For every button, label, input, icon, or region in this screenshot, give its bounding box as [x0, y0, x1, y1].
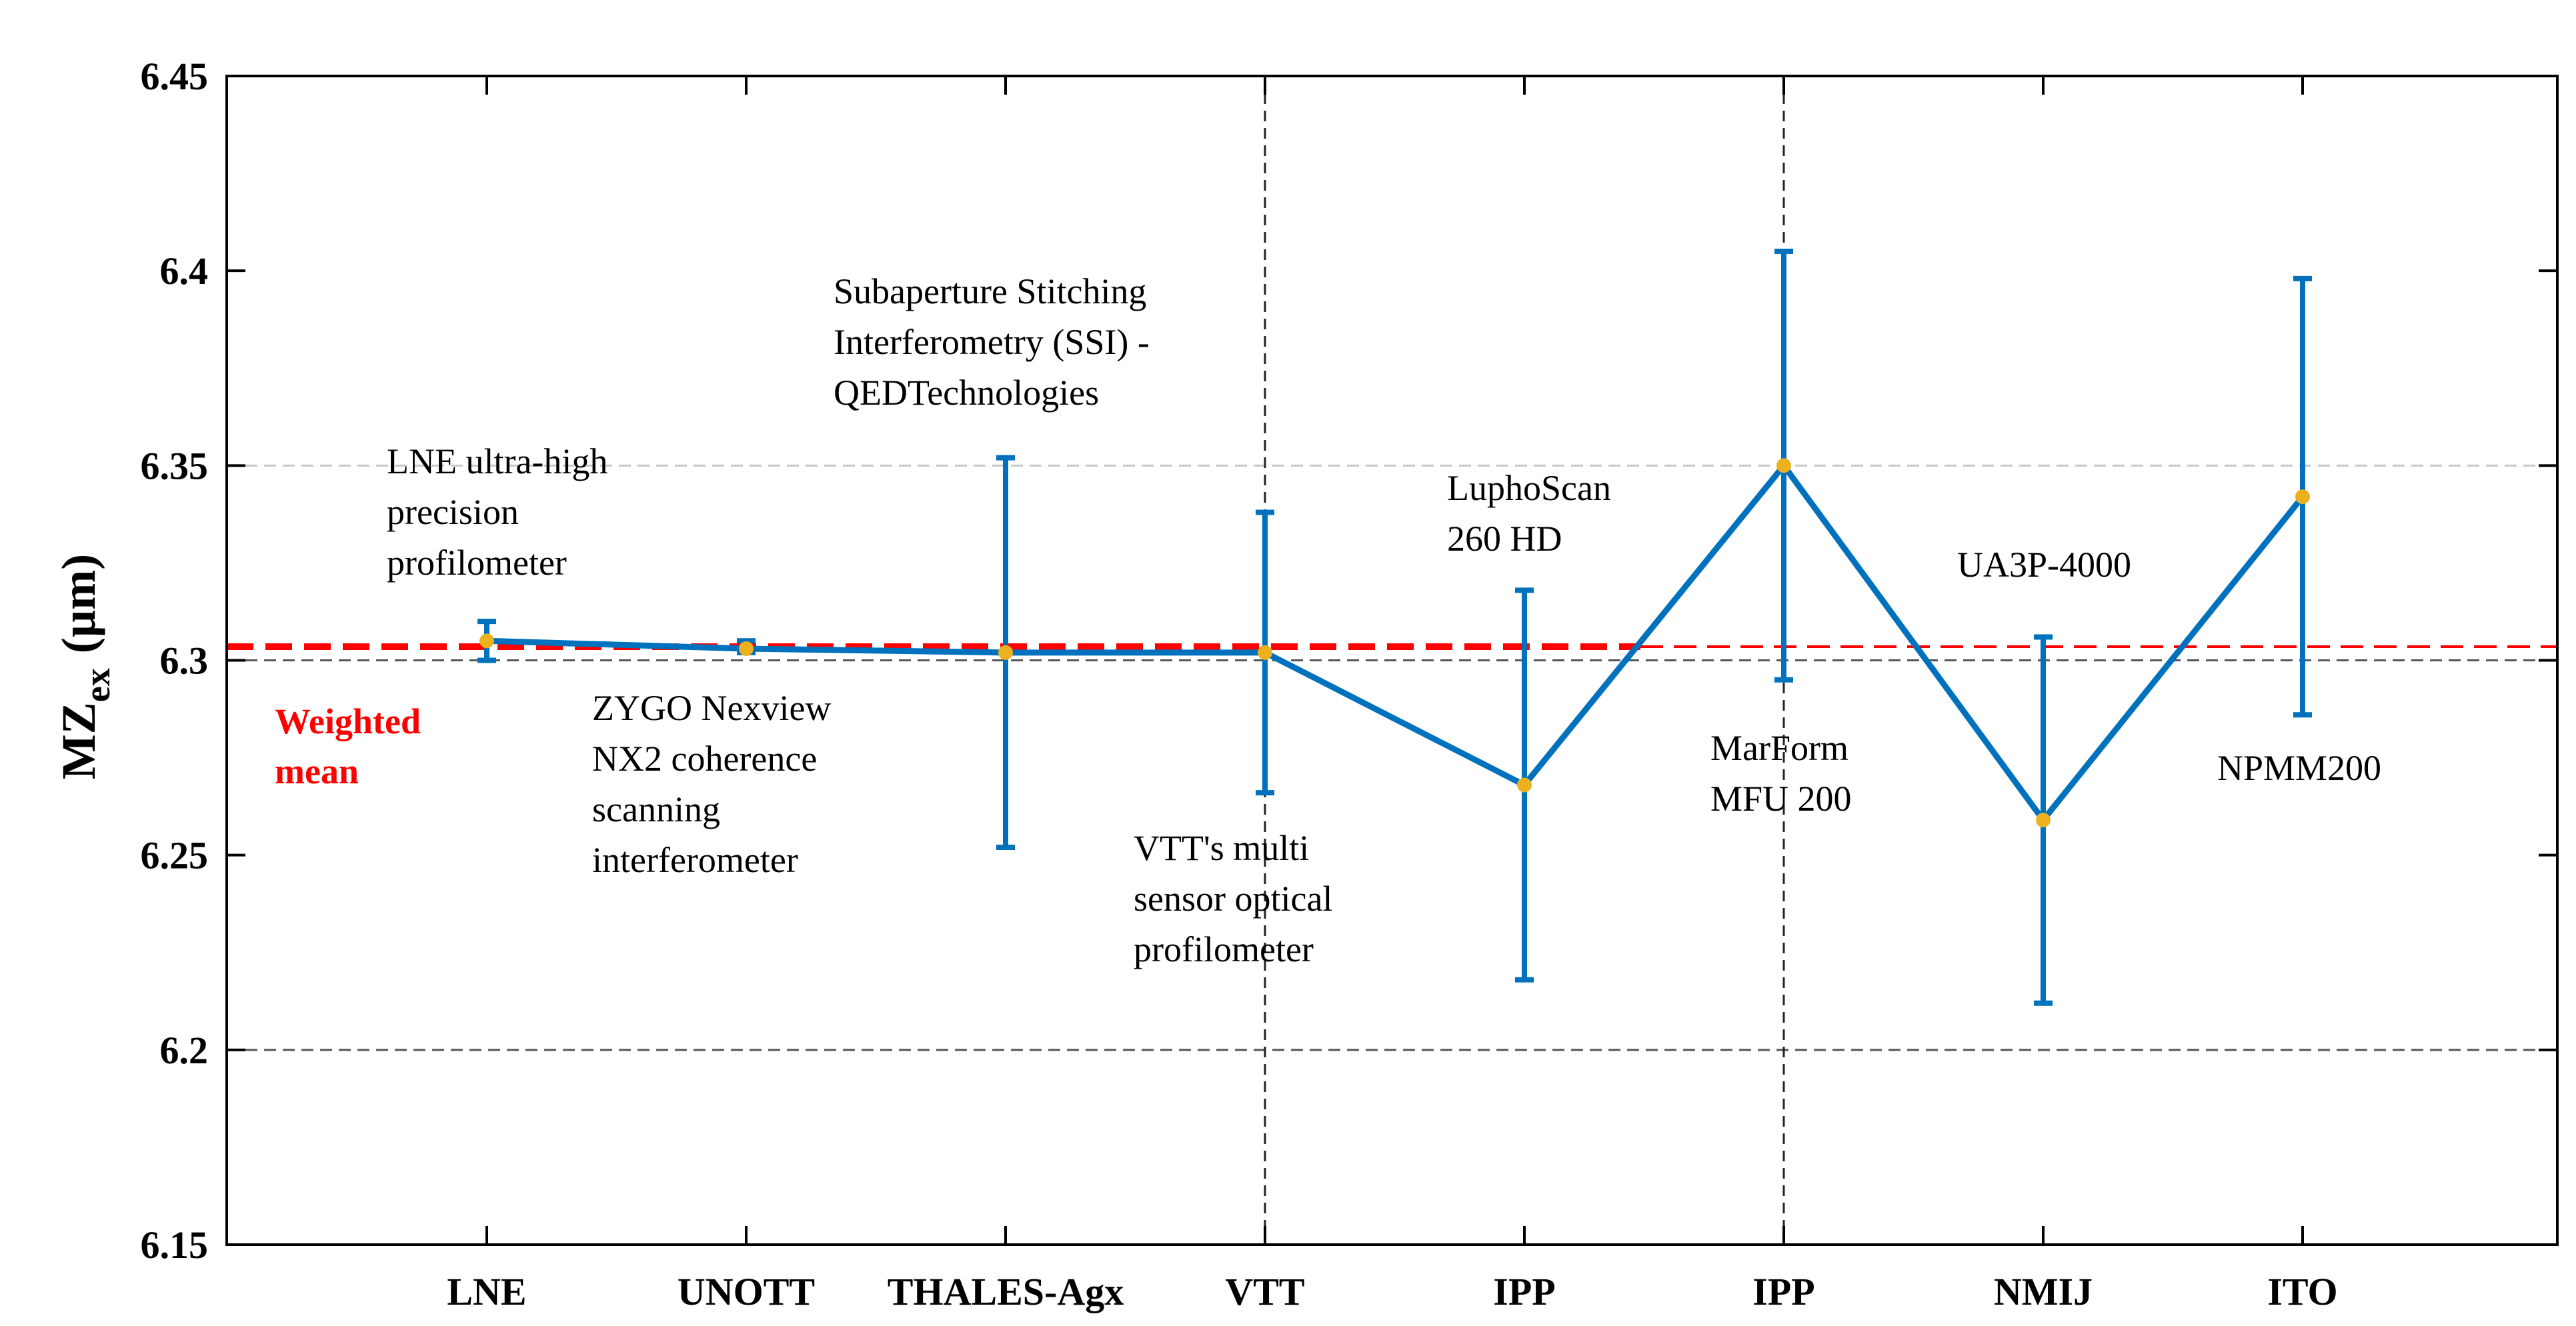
grid-layer: [227, 464, 2557, 1051]
y-axis-label-sub: ex: [77, 668, 117, 702]
annotation-5-line-0: MarForm: [1710, 728, 1848, 768]
y-axis-label-unit: (µm): [52, 554, 105, 653]
series-line: [486, 462, 2305, 823]
x-tick-label-0: LNE: [447, 1270, 526, 1313]
annotation-0-line-0: LNE ultra-high: [387, 441, 607, 481]
data-point-5: [1776, 458, 1791, 473]
annotation-1-line-0: ZYGO Nexview: [592, 688, 831, 728]
annotation-5-line-1: MFU 200: [1710, 779, 1852, 819]
annotation-layer: LNE ultra-high precision profilometer ZYGO …: [387, 271, 2381, 969]
x-tick-label-6: NMIJ: [1994, 1270, 2093, 1313]
annotation-1-line-2: scanning: [592, 789, 720, 829]
series-layer: [477, 248, 2312, 1006]
y-tick-label-5: 6.4: [160, 249, 209, 293]
data-point-2: [998, 645, 1013, 660]
weighted-mean-label-line-2: mean: [275, 751, 359, 791]
y-tick-label-6: 6.45: [141, 55, 209, 98]
y-axis-label-main: MZ: [52, 702, 105, 779]
annotation-6-line-0: UA3P-4000: [1957, 545, 2131, 585]
y-tick-label-0: 6.15: [141, 1223, 209, 1267]
annotation-3-line-0: VTT's multi: [1134, 828, 1309, 868]
data-point-0: [479, 633, 494, 649]
annotation-4-line-0: LuphoScan: [1447, 468, 1611, 508]
y-tick-label-3: 6.3: [160, 639, 209, 683]
x-tick-label-5: IPP: [1752, 1270, 1814, 1313]
x-tick-label-3: VTT: [1225, 1270, 1304, 1313]
annotation-0-line-2: profilometer: [387, 543, 567, 583]
annotation-1-line-1: NX2 coherence: [592, 739, 817, 779]
tick-layer: 6.15 6.2 6.25 6.3 6.35 6.4 6.45 LNE UNOTT THALES-…: [141, 55, 2557, 1313]
data-point-7: [2295, 489, 2310, 505]
annotation-3-line-1: sensor optical: [1134, 879, 1332, 919]
y-axis-label: MZex (µm): [52, 554, 117, 779]
x-tick-label-4: IPP: [1493, 1270, 1555, 1313]
y-tick-label-1: 6.2: [160, 1029, 209, 1072]
annotation-1-line-3: interferometer: [592, 840, 798, 880]
annotation-2-line-0: Subaperture Stitching: [834, 271, 1146, 311]
y-tick-label-4: 6.35: [141, 444, 209, 487]
annotation-4-line-1: 260 HD: [1447, 519, 1562, 559]
x-tick-label-7: ITO: [2267, 1270, 2337, 1313]
annotation-7-line-0: NPMM200: [2217, 748, 2381, 788]
data-point-4: [1517, 777, 1532, 793]
weighted-mean-label-line-1: Weighted: [275, 701, 421, 741]
annotation-0-line-1: precision: [387, 492, 519, 532]
y-tick-label-2: 6.25: [141, 834, 209, 877]
annotation-2-line-1: Interferometry (SSI) -: [834, 322, 1150, 362]
data-point-6: [2036, 813, 2051, 828]
data-point-1: [739, 641, 754, 656]
x-tick-label-1: UNOTT: [678, 1270, 815, 1313]
x-tick-label-2: THALES-Agx: [888, 1270, 1124, 1313]
weighted-mean-label: Weighted mean: [275, 701, 421, 791]
annotation-3-line-2: profilometer: [1134, 929, 1314, 969]
annotation-2-line-2: QEDTechnologies: [834, 373, 1099, 413]
data-point-3: [1258, 645, 1272, 660]
